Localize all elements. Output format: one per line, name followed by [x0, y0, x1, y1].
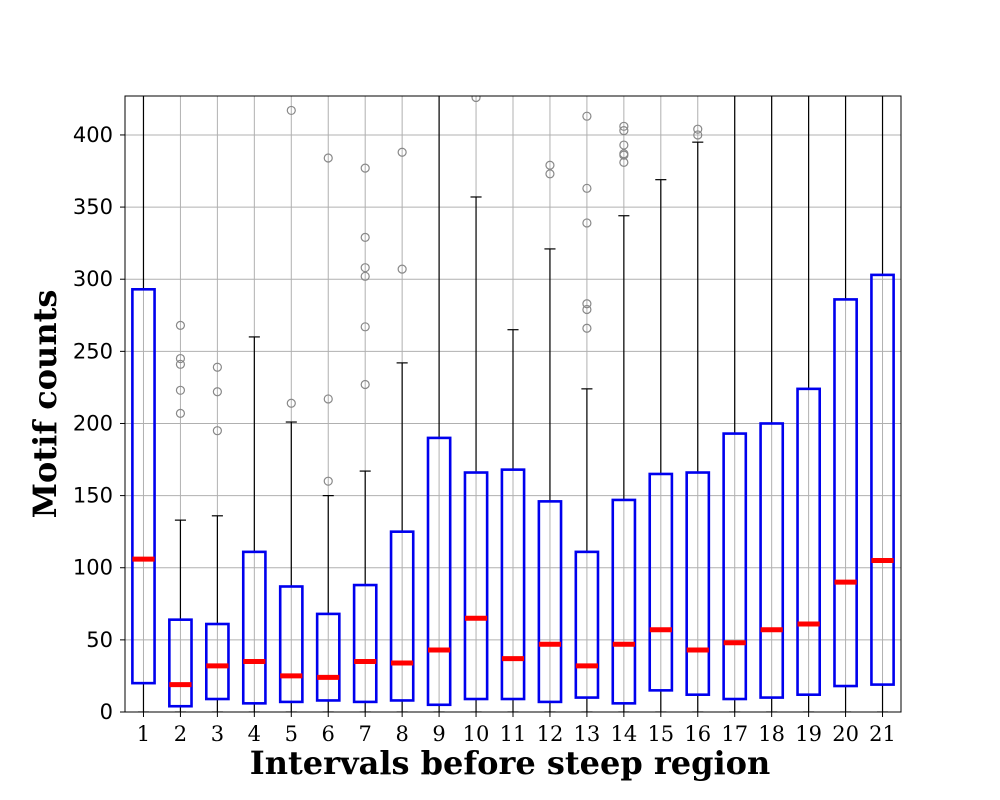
outlier-point: [323, 476, 333, 486]
outlier-point: [360, 322, 370, 332]
x-tick-label: 18: [758, 722, 785, 746]
outlier-point: [545, 169, 555, 179]
iqr-box: [870, 273, 895, 686]
outlier-point: [323, 153, 333, 163]
outlier-point: [582, 218, 592, 228]
iqr-box: [759, 422, 785, 699]
outlier-point: [471, 96, 481, 103]
x-tick-label: 14: [610, 722, 637, 746]
outlier-point: [582, 183, 592, 193]
x-axis-label: Intervals before steep region: [250, 744, 770, 782]
x-tick-label: 8: [395, 722, 408, 746]
y-tick-label: 0: [100, 700, 113, 724]
x-tick-label: 20: [832, 722, 859, 746]
outlier-point: [175, 408, 186, 418]
box-marks: [131, 96, 895, 712]
iqr-box: [204, 622, 230, 701]
outlier-point: [212, 362, 222, 372]
iqr-box: [168, 618, 193, 708]
outlier-point: [212, 426, 222, 436]
y-tick-label: 400: [73, 123, 113, 147]
x-tick-label: 10: [463, 722, 490, 746]
iqr-box: [685, 471, 711, 696]
outlier-point: [175, 359, 186, 369]
outlier-point: [693, 124, 703, 134]
outlier-point: [175, 385, 186, 395]
x-tick-label: 19: [795, 722, 822, 746]
outlier-point: [212, 387, 222, 397]
y-tick-label: 100: [73, 556, 113, 580]
iqr-box: [833, 298, 858, 688]
outlier-point: [175, 353, 186, 364]
x-tick-label: 15: [647, 722, 674, 746]
outlier-point: [619, 126, 629, 136]
outlier-point: [397, 264, 407, 274]
outlier-point: [582, 299, 592, 309]
outlier-point: [619, 121, 629, 131]
iqr-box: [278, 585, 304, 704]
outlier-point: [582, 323, 592, 333]
iqr-box: [574, 550, 600, 699]
outlier-point: [545, 160, 555, 170]
y-axis-label: Motif counts: [26, 290, 64, 519]
y-tick-label: 300: [73, 267, 113, 291]
x-tick-label: 1: [137, 722, 150, 746]
x-tick-label: 21: [869, 722, 896, 746]
iqr-box: [241, 550, 267, 705]
x-tick-label: 7: [359, 722, 372, 746]
outlier-point: [397, 147, 407, 157]
iqr-box: [537, 500, 563, 704]
outlier-point: [582, 304, 592, 315]
y-tick-label: 350: [73, 195, 113, 219]
y-tick-label: 250: [73, 339, 113, 363]
x-tick-label: 12: [537, 722, 564, 746]
x-tick-label: 6: [322, 722, 335, 746]
iqr-box: [352, 583, 378, 704]
iqr-box: [722, 432, 748, 701]
x-tick-label: 3: [211, 722, 224, 746]
outlier-point: [582, 111, 592, 121]
outlier-point: [619, 140, 629, 150]
y-axis-ticks: 0 50 100 150 200 250 300 350 400: [73, 123, 125, 724]
iqr-box: [648, 472, 674, 692]
iqr-box: [131, 288, 156, 685]
outlier-point: [693, 130, 703, 140]
outlier-point: [360, 271, 370, 281]
iqr-box: [315, 612, 341, 702]
x-axis-ticks: 1 2 3 4 5 6 7 8 9 10 11 12 13 14 15 16 17 18 19 20 21: [137, 712, 896, 746]
iqr-box: [500, 468, 526, 701]
x-tick-label: 5: [285, 722, 298, 746]
iqr-box: [426, 436, 452, 707]
x-tick-label: 16: [684, 722, 711, 746]
x-tick-label: 9: [432, 722, 445, 746]
x-tick-label: 11: [500, 722, 527, 746]
y-tick-label: 150: [73, 484, 113, 508]
y-tick-label: 50: [86, 628, 113, 652]
x-tick-label: 2: [174, 722, 187, 746]
outlier-point: [360, 163, 370, 173]
outlier-point: [619, 149, 629, 159]
iqr-box: [796, 387, 822, 696]
iqr-box: [463, 471, 489, 701]
outlier-point: [360, 232, 370, 242]
iqr-box: [389, 530, 415, 702]
outlier-point: [286, 398, 296, 408]
outlier-point: [360, 379, 370, 390]
outlier-point: [286, 105, 296, 116]
outlier-point: [323, 394, 333, 404]
x-tick-label: 13: [574, 722, 601, 746]
outlier-point: [175, 320, 186, 330]
outlier-point: [619, 157, 629, 167]
y-tick-label: 200: [73, 411, 113, 435]
x-tick-label: 4: [248, 722, 261, 746]
x-tick-label: 17: [721, 722, 748, 746]
iqr-box: [611, 498, 637, 705]
outlier-point: [360, 263, 370, 273]
